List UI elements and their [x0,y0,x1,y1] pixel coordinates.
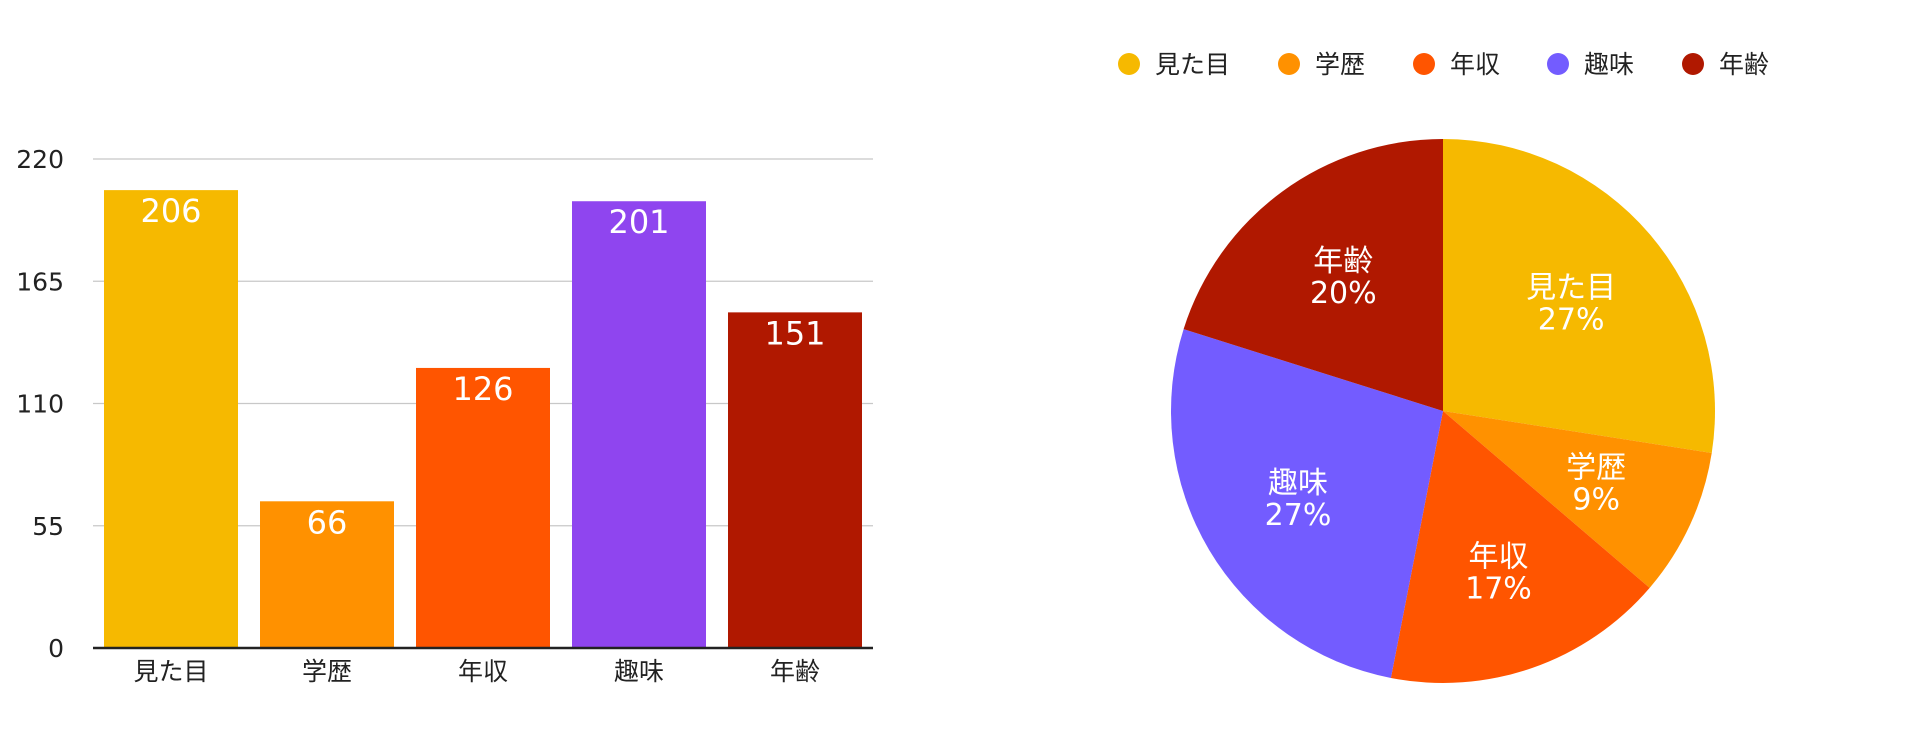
pie-slice [1183,139,1443,411]
bar-value-label: 66 [307,503,348,541]
legend-label: 年収 [1450,50,1500,79]
bar-value-label: 206 [140,192,201,230]
legend-label: 学歴 [1315,50,1365,79]
bar-value-label: 201 [608,203,669,241]
bar [104,190,238,649]
pie-slice [1171,329,1443,678]
slice-category-label: 学歴 [1566,451,1626,486]
pie-slice [1390,411,1650,683]
y-tick-label: 55 [32,512,64,541]
legend-swatch [1682,53,1704,75]
bar-chart: 0 55 110 165 220 206 見た目 66 学歴 126 年収 201 趣味 151 年齢 [16,145,873,686]
legend-label: 見た目 [1155,50,1230,79]
slice-percent-label: 20% [1310,276,1377,311]
legend-swatch [1118,53,1140,75]
x-category-label: 学歴 [302,657,352,686]
legend-swatch [1413,53,1435,75]
legend-item: 年収 [1413,50,1500,79]
x-category-label: 見た目 [133,657,208,686]
bar-value-label: 126 [452,370,513,408]
slice-percent-label: 9% [1572,483,1620,518]
slice-percent-label: 27% [1265,498,1332,533]
y-tick-label: 165 [16,267,64,296]
legend-item: 年齢 [1682,50,1769,79]
bar [260,501,394,648]
pie-slice [1443,139,1715,453]
y-tick-label: 110 [16,390,64,419]
legend-item: 趣味 [1547,50,1634,79]
legend-item: 学歴 [1278,50,1365,79]
bar-value-label: 151 [764,314,825,352]
legend-item: 見た目 [1118,50,1230,79]
slice-category-label: 見た目 [1526,270,1616,305]
legend-label: 年齢 [1719,50,1769,79]
bar [728,312,862,648]
slice-category-label: 趣味 [1268,466,1328,501]
x-category-label: 年齢 [770,657,820,686]
legend-label: 趣味 [1584,50,1634,79]
y-tick-label: 0 [48,634,64,663]
bar [572,201,706,648]
legend-swatch [1547,53,1569,75]
x-category-label: 年収 [458,657,508,686]
slice-category-label: 年齢 [1313,244,1373,279]
slice-percent-label: 17% [1465,571,1532,606]
slice-category-label: 年収 [1468,539,1528,574]
y-tick-label: 220 [16,145,64,174]
x-category-label: 趣味 [614,657,664,686]
slice-percent-label: 27% [1538,302,1605,337]
legend-swatch [1278,53,1300,75]
pie-slice [1443,411,1712,588]
bar [416,367,550,648]
